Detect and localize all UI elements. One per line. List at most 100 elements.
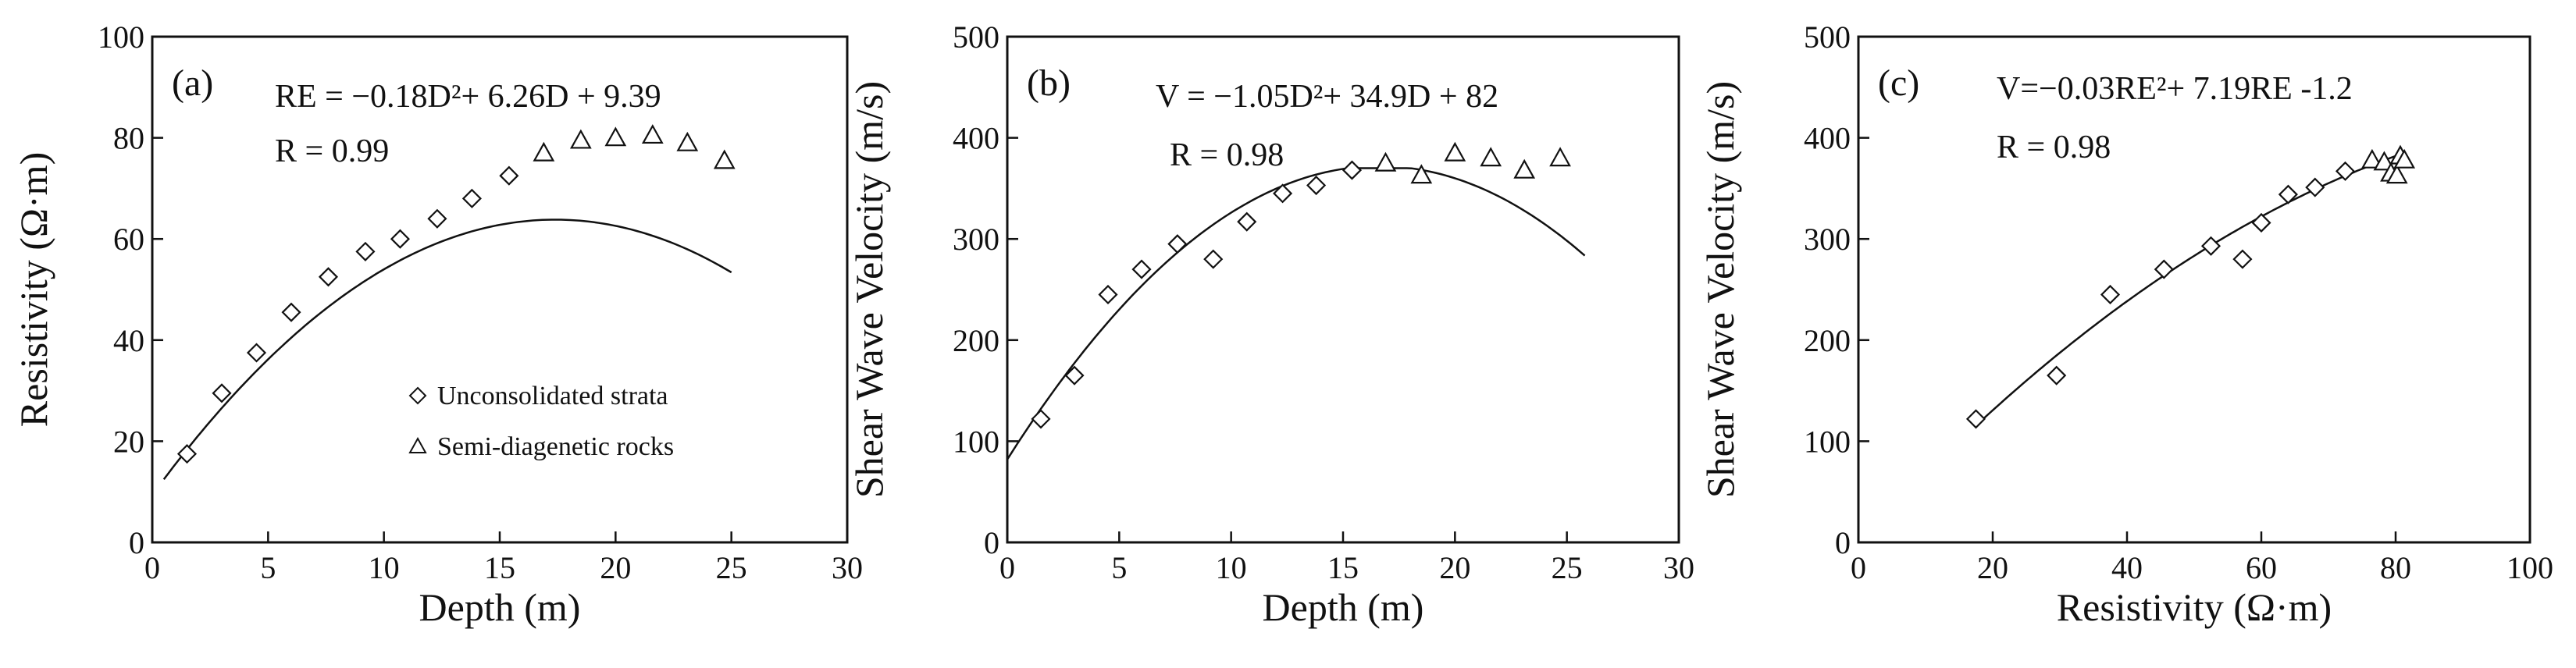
y-tick-label-a: 100 bbox=[98, 20, 144, 55]
diamond-marker bbox=[499, 165, 519, 186]
diamond-marker bbox=[1203, 249, 1224, 269]
y-tick-label-b: 500 bbox=[953, 20, 999, 55]
x-tick-label-a: 0 bbox=[144, 550, 160, 585]
triangle-marker bbox=[1549, 147, 1571, 167]
diamond-marker bbox=[1306, 175, 1327, 196]
y-tick-label-b: 400 bbox=[953, 121, 999, 156]
diamond-marker bbox=[1131, 259, 1152, 279]
x-tick-label-b: 20 bbox=[1439, 550, 1470, 585]
y-axis-title-a: Resistivity (Ω·m) bbox=[12, 152, 55, 427]
annotation-b: V = −1.05D²+ 34.9D + 82 bbox=[1156, 79, 1498, 115]
triangle-marker bbox=[1410, 164, 1433, 184]
y-tick-label-c: 500 bbox=[1804, 20, 1851, 55]
y-tick-label-c: 100 bbox=[1804, 424, 1851, 459]
fit-curve-b bbox=[1006, 167, 1586, 460]
x-tick-label-a: 20 bbox=[600, 550, 631, 585]
x-tick-label-b: 5 bbox=[1111, 550, 1127, 585]
annotation-c: R = 0.98 bbox=[1997, 130, 2111, 165]
diamond-marker bbox=[2278, 184, 2298, 204]
triangle-marker bbox=[2361, 148, 2383, 169]
fit-curve-c bbox=[1975, 155, 2396, 427]
x-tick-label-b: 30 bbox=[1663, 550, 1694, 585]
triangle-marker bbox=[2373, 151, 2396, 171]
x-axis-title-a: Depth (m) bbox=[419, 585, 581, 629]
x-tick-label-c: 60 bbox=[2246, 550, 2277, 585]
triangle-marker bbox=[569, 129, 592, 149]
legend-label: Unconsolidated strata bbox=[437, 382, 668, 410]
panel-c: 0 100 200 300 400 500 0 20 40 60 80 100 Resistivity … bbox=[1698, 20, 2553, 629]
x-tick-label-b: 25 bbox=[1552, 550, 1583, 585]
y-tick-label-b: 200 bbox=[953, 323, 999, 358]
y-tick-label-b: 0 bbox=[984, 525, 999, 560]
panel-label-b: (b) bbox=[1027, 62, 1071, 104]
diamond-marker bbox=[2200, 236, 2221, 256]
y-axis-title-b: Shear Wave Velocity (m/s) bbox=[847, 81, 891, 498]
y-tick-label-a: 0 bbox=[129, 525, 144, 560]
triangle-marker bbox=[604, 126, 627, 147]
y-tick-label-a: 40 bbox=[113, 323, 144, 358]
triangle-marker bbox=[1374, 151, 1397, 172]
legend-triangle-icon bbox=[408, 436, 427, 453]
diamond-marker bbox=[1273, 183, 1293, 204]
x-tick-label-a: 10 bbox=[369, 550, 400, 585]
diamond-marker bbox=[2154, 259, 2174, 279]
diamond-marker bbox=[2047, 365, 2067, 386]
diamond-marker bbox=[212, 383, 232, 403]
diamond-marker bbox=[2232, 249, 2253, 269]
annotation-a: RE = −0.18D²+ 6.26D + 9.39 bbox=[275, 79, 661, 115]
panel-b: 0 100 200 300 400 500 0 5 10 15 20 25 30 Depth (m) She… bbox=[847, 20, 1694, 629]
diamond-marker bbox=[1064, 365, 1085, 386]
y-tick-label-c: 0 bbox=[1835, 525, 1851, 560]
y-tick-label-b: 300 bbox=[953, 222, 999, 257]
diamond-marker bbox=[246, 343, 267, 363]
y-tick-label-a: 60 bbox=[113, 222, 144, 257]
x-tick-label-c: 80 bbox=[2380, 550, 2411, 585]
y-tick-label-c: 200 bbox=[1804, 323, 1851, 358]
panel-label-a: (a) bbox=[172, 62, 213, 104]
triangle-marker bbox=[1513, 158, 1536, 179]
diamond-marker bbox=[2335, 161, 2356, 181]
diamond-marker bbox=[1167, 234, 1188, 254]
annotation-b: R = 0.98 bbox=[1170, 137, 1284, 173]
triangle-marker bbox=[533, 141, 555, 162]
triangle-marker bbox=[2393, 148, 2416, 169]
x-tick-label-b: 0 bbox=[999, 550, 1015, 585]
triangle-marker bbox=[2385, 164, 2408, 184]
diamond-marker bbox=[2305, 177, 2325, 197]
y-tick-label-c: 300 bbox=[1804, 222, 1851, 257]
x-tick-label-c: 20 bbox=[1977, 550, 2008, 585]
triangle-marker bbox=[676, 131, 699, 151]
x-tick-label-c: 100 bbox=[2507, 550, 2553, 585]
diamond-marker bbox=[281, 302, 301, 322]
triangle-marker bbox=[641, 124, 664, 144]
x-tick-label-a: 30 bbox=[832, 550, 863, 585]
y-tick-label-b: 100 bbox=[953, 424, 999, 459]
triangle-marker bbox=[713, 149, 736, 169]
x-tick-label-c: 0 bbox=[1851, 550, 1866, 585]
y-tick-label-a: 80 bbox=[113, 121, 144, 156]
x-axis-title-b: Depth (m) bbox=[1263, 585, 1424, 629]
diamond-marker bbox=[427, 208, 447, 229]
diamond-marker bbox=[1965, 409, 1986, 429]
plot-frame-c bbox=[1857, 35, 2531, 544]
x-tick-label-b: 15 bbox=[1327, 550, 1359, 585]
diamond-marker bbox=[318, 267, 339, 287]
y-tick-label-a: 20 bbox=[113, 424, 144, 459]
x-tick-label-b: 10 bbox=[1216, 550, 1247, 585]
x-tick-label-a: 25 bbox=[716, 550, 747, 585]
panel-label-c: (c) bbox=[1878, 62, 1919, 104]
diamond-marker bbox=[355, 241, 376, 261]
y-axis-title-c: Shear Wave Velocity (m/s) bbox=[1698, 81, 1742, 498]
diamond-marker bbox=[461, 188, 482, 208]
fit-curve-a bbox=[162, 219, 732, 480]
x-axis-title-c: Resistivity (Ω·m) bbox=[2057, 585, 2332, 629]
annotation-c: V=−0.03RE²+ 7.19RE -1.2 bbox=[1997, 71, 2353, 107]
diamond-marker bbox=[1031, 409, 1051, 429]
diamond-marker bbox=[2251, 212, 2271, 233]
triangle-marker bbox=[1444, 141, 1466, 162]
diamond-marker bbox=[1098, 284, 1118, 305]
x-tick-label-a: 15 bbox=[484, 550, 515, 585]
diamond-marker bbox=[2100, 284, 2121, 305]
diamond-marker bbox=[390, 229, 410, 249]
